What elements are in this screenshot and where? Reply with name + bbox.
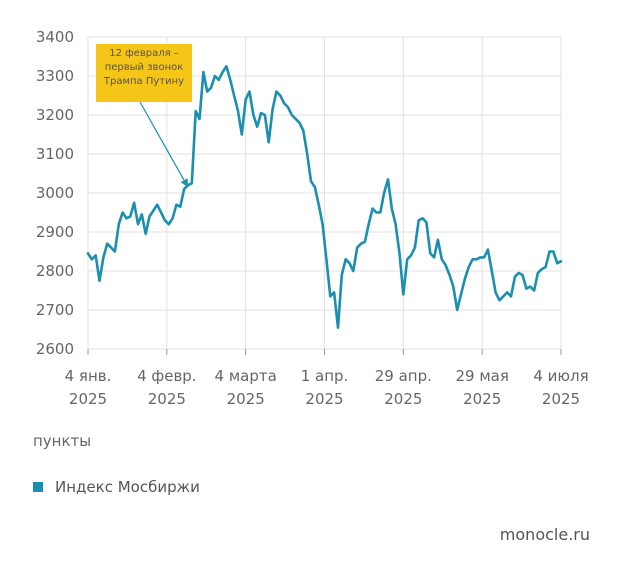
y-tick-label: 3400: [36, 28, 74, 46]
annotation-callout: 12 февраля – первый звонок Трампа Путину: [96, 44, 192, 102]
annotation-arrow-head: [180, 178, 188, 188]
x-tick-label-date: 29 мая: [455, 367, 508, 385]
x-tick-label-date: 29 апр.: [375, 367, 432, 385]
annotation-line-1: 12 февраля –: [109, 48, 179, 59]
x-tick-label-year: 2025: [227, 390, 265, 408]
annotation-arrow: [139, 101, 185, 181]
annotation-line-2: первый звонок: [104, 62, 184, 73]
x-tick-label-year: 2025: [384, 390, 422, 408]
x-axis-ticks: 4 янв. 2025 4 февр. 2025 4 марта 2025 1 апр. 20…: [65, 349, 589, 408]
x-tick-label-year: 2025: [69, 390, 107, 408]
legend: Индекс Мосбиржи: [33, 478, 200, 496]
x-tick-label-year: 2025: [305, 390, 343, 408]
y-tick-label: 2800: [36, 262, 74, 280]
x-tick-label-year: 2025: [463, 390, 501, 408]
y-axis-ticks: 3400 3300 3200 3100 3000 2900 2800 2700 2600: [36, 28, 74, 358]
x-tick-label-date: 4 июля: [533, 367, 588, 385]
y-tick-label: 2900: [36, 223, 74, 241]
x-tick-label-year: 2025: [542, 390, 580, 408]
annotation-line-3: Трампа Путину: [103, 76, 185, 87]
x-tick-label-date: 1 апр.: [301, 367, 349, 385]
x-tick-label-date: 4 февр.: [137, 367, 197, 385]
y-tick-label: 3000: [36, 184, 74, 202]
y-tick-label: 3100: [36, 145, 74, 163]
y-tick-label: 3200: [36, 106, 74, 124]
legend-label: Индекс Мосбиржи: [55, 478, 200, 496]
series-line-moex: [86, 65, 563, 329]
legend-swatch: [33, 482, 43, 492]
x-tick-label-date: 4 марта: [215, 367, 277, 385]
source-credit: monocle.ru: [499, 525, 590, 544]
chart-canvas: 3400 3300 3200 3100 3000 2900 2800 2700 2600 4 я…: [36, 28, 589, 408]
y-tick-label: 3300: [36, 67, 74, 85]
y-tick-label: 2600: [36, 340, 74, 358]
y-tick-label: 2700: [36, 301, 74, 319]
x-tick-label-year: 2025: [148, 390, 186, 408]
x-tick-label-date: 4 янв.: [65, 367, 112, 385]
y-axis-unit-label: пункты: [33, 432, 92, 450]
